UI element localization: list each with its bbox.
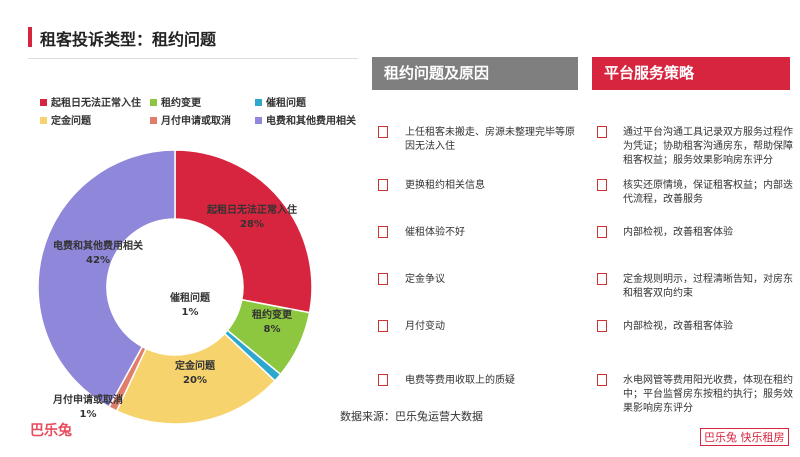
legend-swatch [40,99,47,106]
checkbox [378,179,388,191]
row-text: 通过平台沟通工具记录双方服务过程作为凭证；协助租客沟通房东，帮助保障租客权益；服… [623,127,793,166]
legend-label: 起租日无法正常入住 [50,96,141,109]
slice-value-label: 1% [182,307,199,318]
slice-label: 租约变更 [252,308,293,321]
slice-value-label: 8% [264,324,281,335]
title-rule [28,58,358,59]
checkbox [378,226,388,238]
row-text: 更换租约相关信息 [405,180,485,191]
row-text: 内部检视，改善租客体验 [623,227,733,238]
checkbox [597,179,607,191]
row-text: 电费等费用收取上的质疑 [405,375,515,386]
pie-slice [115,332,276,425]
title-bar [28,27,32,47]
title: 租客投诉类型：租约问题 [40,30,217,49]
slice-value-label: 1% [80,409,97,420]
checkbox [378,273,388,285]
column-header: 平台服务策略 [592,57,790,90]
row-text: 上任租客未搬走、房源未整理完毕等原因无法入住 [405,127,575,152]
row-text: 水电网管等费用阳光收费，体现在租约中；平台监督房东按租约执行；服务效果影响房东评… [623,375,793,414]
checkbox [597,226,607,238]
legend-swatch [40,117,47,124]
legend-label: 催租问题 [266,96,307,109]
source: 数据来源：巴乐兔运营大数据 [340,410,483,423]
slice-value-label: 28% [240,219,264,230]
slice-value-label: 42% [86,255,110,266]
pie-slice [174,149,313,314]
legend-label: 定金问题 [51,114,92,127]
checkbox [378,126,388,138]
checkbox [597,320,607,332]
legend-label: 租约变更 [161,96,202,109]
slice-value-label: 20% [183,375,207,386]
legend-swatch [150,117,157,124]
checkbox [597,374,607,386]
row-text: 定金争议 [405,274,445,285]
legend-label: 电费和其他费用相关 [266,114,356,127]
slice-label: 月付申请或取消 [52,393,123,406]
legend-swatch [255,99,262,106]
row-text: 核实还原情境，保证租客权益；内部迭代流程，改善服务 [623,180,793,205]
pie-slice [37,149,176,409]
slice-label: 电费和其他费用相关 [53,239,143,252]
logo-left: 巴乐兔 [30,423,72,439]
row-text: 催租体验不好 [405,227,465,238]
legend-label: 月付申请或取消 [160,114,231,127]
checkbox [378,320,388,332]
checkbox [597,273,607,285]
legend-swatch [150,99,157,106]
row-text: 内部检视，改善租客体验 [623,321,733,332]
slice-label: 起租日无法正常入住 [206,203,297,216]
slice-label: 定金问题 [175,359,216,372]
logo-right: 巴乐兔 快乐租房 [700,428,789,446]
legend-swatch [255,117,262,124]
row-text: 月付变动 [405,321,445,332]
checkbox [378,374,388,386]
slice-label: 催租问题 [170,291,211,304]
column-header: 租约问题及原因 [372,57,578,90]
checkbox [597,126,607,138]
row-text: 定金规则明示，过程清晰告知，对房东和租客双向约束 [623,274,793,299]
